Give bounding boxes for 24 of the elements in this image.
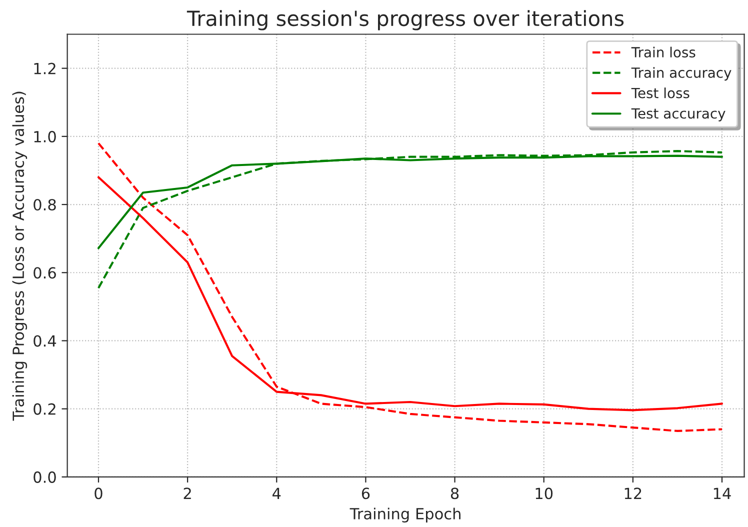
x-tick-label: 12 xyxy=(624,488,642,499)
legend-label: Train accuracy xyxy=(631,67,732,81)
y-tick-label: 1.2 xyxy=(34,62,56,74)
y-tick-label: 0.4 xyxy=(34,335,56,347)
y-tick-label: 0.8 xyxy=(34,198,56,211)
line-series xyxy=(97,150,724,289)
legend-label: Test loss xyxy=(631,88,690,98)
y-tick-label: 1.0 xyxy=(34,130,56,142)
x-tick-label: 8 xyxy=(450,488,459,500)
legend-label: Train loss xyxy=(631,46,696,58)
legend-label: Test accuracy xyxy=(631,108,726,122)
y-tick-label: 0.0 xyxy=(34,471,56,483)
x-tick-label: 4 xyxy=(272,488,281,499)
x-tick-label: 6 xyxy=(362,488,370,500)
line-series xyxy=(97,142,724,432)
y-tick-label: 0.2 xyxy=(34,403,56,415)
x-tick-label: 2 xyxy=(184,488,191,499)
chart-title: Training session's progress over iterations xyxy=(186,10,624,30)
y-tick-label: 0.6 xyxy=(34,267,56,279)
x-tick-label: 14 xyxy=(714,488,731,499)
x-tick-label: 0 xyxy=(94,488,102,500)
x-tick-label: 10 xyxy=(536,488,553,500)
x-axis-title: Training Epoch xyxy=(350,508,460,522)
y-axis-title: Training Progress (Loss or Accuracy values) xyxy=(12,92,28,421)
